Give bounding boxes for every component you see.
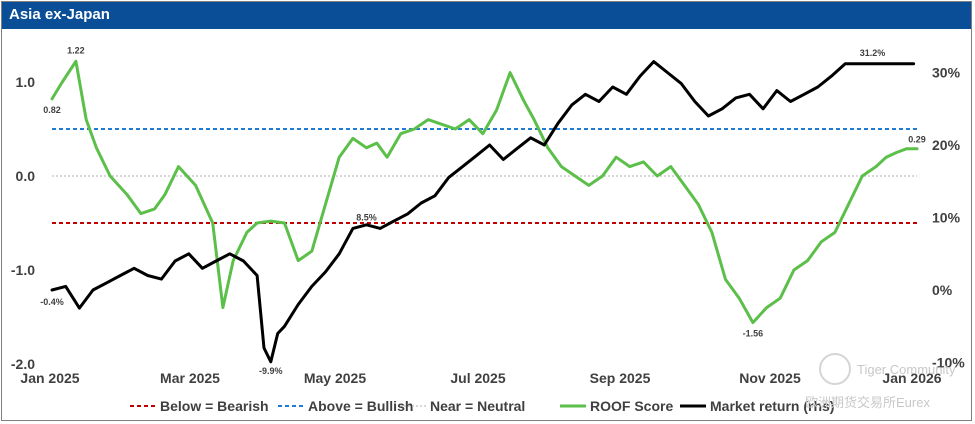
legend-label: Market return (rhs) <box>710 398 834 414</box>
data-label: 0.29 <box>908 135 926 145</box>
left-axis-tick: -2.0 <box>11 356 35 372</box>
data-label: 1.22 <box>67 45 85 55</box>
right-axis-tick: 20% <box>932 137 961 153</box>
x-axis-tick: Jul 2025 <box>450 370 505 386</box>
right-axis-tick: 10% <box>932 210 961 226</box>
left-axis-tick: 1.0 <box>16 74 36 90</box>
chart-title: Asia ex-Japan <box>9 6 110 23</box>
watermark-text-secondary: 欧洲期货交易所Eurex <box>805 395 930 410</box>
legend-label: ROOF Score <box>590 398 673 414</box>
watermark-text: Tiger Community <box>857 362 956 377</box>
data-label: 0.82 <box>43 105 61 115</box>
title-bar: Asia ex-Japan <box>2 2 971 29</box>
data-label: 31.2% <box>860 48 886 58</box>
watermark-logo-icon <box>819 353 851 385</box>
left-axis-tick: 0.0 <box>16 168 36 184</box>
x-axis-tick: Mar 2025 <box>160 370 220 386</box>
data-label: -9.9% <box>259 366 283 376</box>
x-axis-tick: Jan 2026 <box>882 370 941 386</box>
x-axis-tick: Nov 2025 <box>739 370 801 386</box>
data-label: 8.5% <box>356 212 377 222</box>
right-axis-tick: -10% <box>932 355 965 371</box>
legend-label: Near = Neutral <box>430 398 525 414</box>
x-axis-tick: Jan 2025 <box>20 370 79 386</box>
data-label: -0.4% <box>40 297 64 307</box>
right-axis-tick: 30% <box>932 65 961 81</box>
left-axis-tick: -1.0 <box>11 262 35 278</box>
x-axis-tick: Sep 2025 <box>590 370 651 386</box>
series-line-1 <box>50 60 916 364</box>
data-label: -1.56 <box>743 329 764 339</box>
series-line-0 <box>50 59 919 325</box>
legend-label: Above = Bullish <box>308 398 413 414</box>
legend-label: Below = Bearish <box>160 398 269 414</box>
x-axis-tick: May 2025 <box>304 370 366 386</box>
right-axis-tick: 0% <box>932 282 953 298</box>
